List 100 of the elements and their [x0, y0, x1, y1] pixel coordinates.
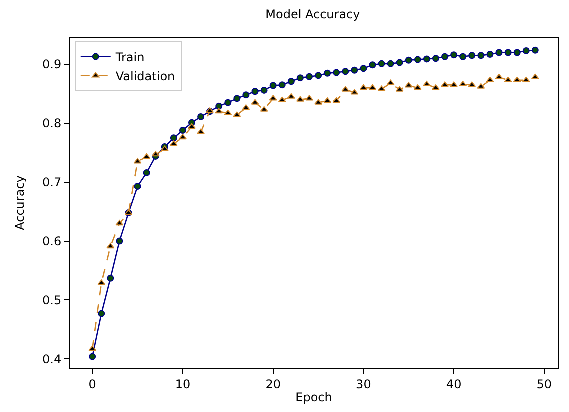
point	[233, 112, 242, 118]
point	[98, 280, 106, 286]
point	[88, 346, 97, 352]
chart-title: Model Accuracy	[266, 8, 360, 22]
point	[496, 49, 503, 56]
point	[106, 243, 115, 249]
x-tick-label: 50	[536, 377, 552, 392]
point	[504, 49, 512, 56]
point	[432, 55, 440, 62]
point	[350, 89, 359, 95]
point	[351, 66, 358, 74]
point	[405, 56, 412, 64]
point	[378, 86, 386, 92]
point	[468, 82, 476, 88]
point	[306, 73, 313, 80]
point	[468, 52, 476, 60]
point	[396, 59, 404, 66]
point	[368, 84, 377, 90]
point	[332, 98, 341, 104]
point	[170, 140, 178, 146]
point	[296, 74, 304, 82]
point	[432, 84, 440, 90]
y-tick-label: 0.5	[42, 293, 62, 308]
point	[396, 86, 404, 92]
point	[270, 82, 277, 90]
y-tick-label: 0.7	[42, 176, 62, 190]
point	[234, 95, 241, 102]
y-tick-label: 0.4	[42, 352, 62, 366]
point	[260, 106, 268, 112]
legend-label: Validation	[116, 69, 176, 84]
point	[378, 60, 386, 68]
x-tick-label: 30	[356, 377, 372, 392]
y-axis-title: Accuracy	[12, 176, 27, 230]
x-tick-label: 10	[175, 377, 191, 392]
point	[522, 47, 530, 54]
point	[342, 68, 350, 76]
y-tick-label: 0.9	[42, 58, 62, 72]
x-tick-label: 20	[266, 377, 281, 392]
point	[324, 70, 332, 77]
point	[269, 95, 278, 101]
point	[89, 353, 96, 360]
point	[215, 108, 224, 114]
point	[143, 169, 150, 176]
point	[179, 134, 187, 140]
point	[414, 84, 422, 90]
point	[152, 151, 160, 157]
point	[522, 76, 530, 82]
point	[478, 52, 485, 60]
point	[314, 99, 322, 105]
point	[360, 65, 368, 72]
point	[333, 69, 340, 76]
point	[170, 134, 178, 142]
point	[287, 93, 296, 99]
point	[532, 46, 539, 54]
point	[315, 72, 322, 80]
y-tick-label: 0.8	[42, 116, 62, 131]
point	[423, 81, 431, 87]
point	[242, 104, 250, 110]
point	[216, 102, 223, 110]
point	[531, 74, 540, 80]
point	[369, 62, 376, 69]
point	[197, 128, 205, 134]
point	[450, 52, 458, 59]
point	[360, 84, 368, 90]
point	[486, 51, 494, 58]
point	[288, 78, 295, 86]
point	[116, 238, 124, 245]
point	[324, 98, 332, 104]
point	[134, 158, 142, 164]
point	[450, 82, 458, 88]
point	[459, 81, 468, 87]
point	[116, 220, 124, 226]
point	[134, 183, 142, 190]
point	[251, 99, 260, 105]
point	[252, 88, 259, 96]
legend-label: Train	[114, 50, 145, 64]
point	[224, 110, 232, 116]
point	[107, 274, 114, 282]
point	[342, 86, 350, 92]
point	[98, 310, 106, 318]
point	[278, 82, 286, 89]
point	[423, 56, 430, 63]
point	[441, 82, 449, 88]
point	[414, 56, 422, 64]
point	[404, 82, 413, 88]
point	[306, 95, 314, 101]
point	[386, 80, 395, 86]
point	[442, 53, 449, 60]
point	[296, 96, 304, 102]
x-axis-title: Epoch	[296, 390, 332, 404]
point	[513, 76, 522, 82]
point	[242, 92, 250, 99]
point	[198, 113, 205, 120]
point	[387, 60, 394, 68]
point	[278, 96, 286, 102]
x-tick-label: 0	[88, 377, 96, 392]
point	[486, 76, 494, 82]
x-tick-label: 40	[446, 377, 462, 392]
point	[460, 53, 467, 60]
point	[260, 86, 268, 94]
